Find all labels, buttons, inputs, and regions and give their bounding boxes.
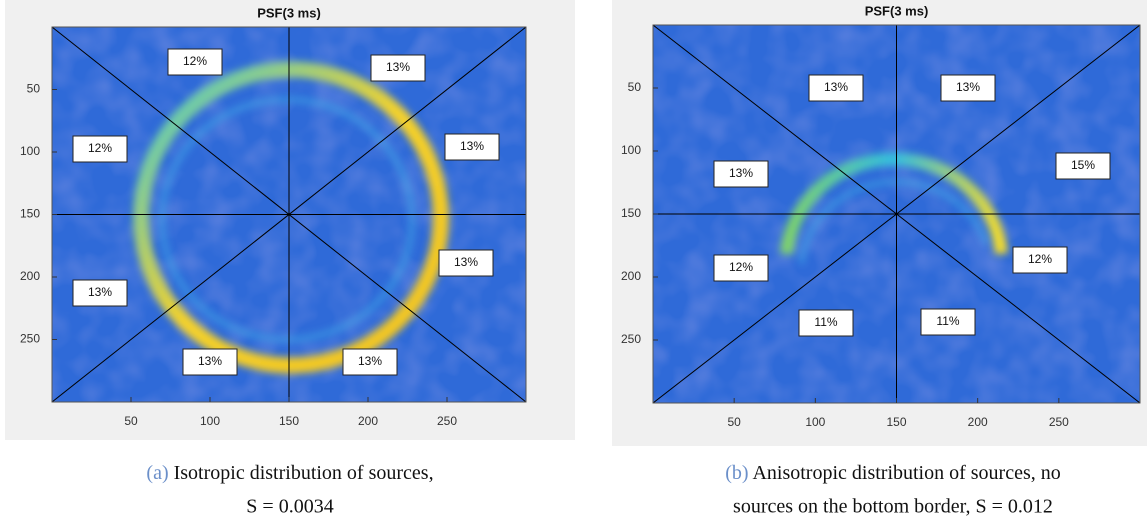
y-tick-label: 200: [20, 269, 40, 283]
y-tick-label: 150: [20, 207, 40, 221]
heatmap: [52, 27, 526, 402]
annotation: 13%: [386, 60, 410, 74]
annotation-box: [1055, 152, 1111, 180]
annotation: 12%: [1028, 252, 1052, 266]
annotation-box: [444, 133, 500, 161]
annotation-box: [798, 309, 854, 337]
annotation: 13%: [956, 80, 980, 94]
y-tick-label: 100: [621, 143, 641, 157]
annotation-box: [940, 74, 996, 102]
x-tick-label: 150: [886, 415, 906, 429]
x-tick-label: 150: [279, 414, 299, 428]
annotation-box: [370, 54, 426, 82]
caption-label: (b): [725, 462, 748, 484]
annotation: 13%: [358, 354, 382, 368]
caption-line: (b) Anisotropic distribution of sources,…: [725, 462, 1061, 484]
psf-ring-inner: [159, 96, 415, 343]
annotation-box: [920, 308, 976, 336]
x-tick-label: 200: [968, 415, 988, 429]
psf-ring: [133, 61, 449, 374]
x-tick-label: 100: [200, 414, 220, 428]
annotation: 11%: [936, 314, 959, 328]
x-tick-label: 50: [124, 414, 138, 428]
annotation: 11%: [814, 315, 837, 329]
plot-title: PSF(3 ms): [865, 3, 929, 18]
caption-text: Isotropic distribution of sources,: [174, 462, 434, 484]
caption-line: S = 0.0034: [246, 496, 333, 518]
x-tick-label: 250: [1049, 415, 1069, 429]
annotation: 13%: [460, 139, 484, 153]
caption-line: sources on the bottom border, S = 0.012: [733, 496, 1053, 518]
y-tick-label: 150: [621, 206, 641, 220]
x-tick-label: 100: [805, 415, 825, 429]
y-tick-label: 250: [621, 332, 641, 346]
heatmap: [653, 25, 1140, 403]
annotation-box: [167, 48, 223, 76]
annotation: 13%: [824, 80, 848, 94]
annotation: 12%: [183, 54, 207, 68]
caption-label: (a): [146, 462, 168, 484]
x-tick-label: 200: [358, 414, 378, 428]
annotation-box: [182, 348, 238, 376]
annotation-box: [72, 279, 128, 307]
annotation: 13%: [88, 285, 112, 299]
y-tick-label: 50: [27, 82, 41, 96]
caption-line: (a) Isotropic distribution of sources,: [146, 462, 433, 484]
annotation: 12%: [729, 260, 753, 274]
annotation-box: [72, 135, 128, 163]
annotation: 15%: [1071, 158, 1095, 172]
y-tick-label: 50: [628, 80, 642, 94]
annotation: 13%: [454, 255, 478, 269]
x-tick-label: 250: [437, 414, 457, 428]
annotation-box: [713, 160, 769, 188]
annotation-box: [713, 254, 769, 282]
y-tick-label: 250: [20, 332, 40, 346]
annotation: 13%: [729, 166, 753, 180]
annotation: 12%: [88, 141, 112, 155]
x-tick-label: 50: [727, 415, 741, 429]
annotation-box: [808, 74, 864, 102]
annotation-box: [438, 249, 494, 277]
annotation-box: [342, 348, 398, 376]
y-tick-label: 100: [20, 144, 40, 158]
psf-arc-inner: [799, 179, 989, 265]
plot-title: PSF(3 ms): [257, 5, 321, 20]
annotation-box: [1012, 246, 1068, 274]
y-tick-label: 200: [621, 269, 641, 283]
annotation: 13%: [198, 354, 222, 368]
psf-arc: [780, 152, 1008, 255]
caption-text: Anisotropic distribution of sources, no: [752, 462, 1060, 484]
